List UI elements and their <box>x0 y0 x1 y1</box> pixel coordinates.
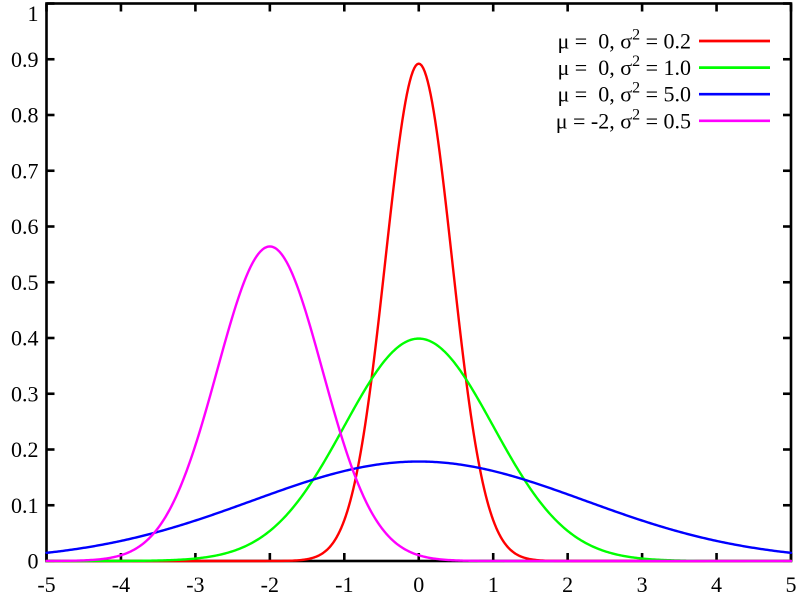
y-tick-label: 0.2 <box>11 437 39 462</box>
x-tick-label: 3 <box>637 572 648 597</box>
y-tick-label: 0.1 <box>11 493 39 518</box>
x-tick-label: 1 <box>488 572 499 597</box>
legend-label: μ = -2, σ2 = 0.5 <box>556 106 691 133</box>
y-tick-label: 0 <box>28 549 39 574</box>
x-tick-label: 2 <box>562 572 573 597</box>
curve-series-2 <box>45 460 793 555</box>
x-tick-label: -2 <box>261 572 279 597</box>
y-tick-label: 0.3 <box>11 381 39 406</box>
x-tick-label: -1 <box>335 572 353 597</box>
curve-series-0 <box>45 62 793 563</box>
x-tick-label: -3 <box>186 572 204 597</box>
x-tick-label: 0 <box>413 572 424 597</box>
y-tick-label: 0.7 <box>11 158 39 183</box>
x-tick-label: 5 <box>786 572 797 597</box>
legend-label: μ = 0, σ2 = 5.0 <box>558 80 691 107</box>
y-tick-label: 0.8 <box>11 103 39 128</box>
x-tick-label: -5 <box>37 572 55 597</box>
y-tick-label: 0.4 <box>11 326 39 351</box>
y-tick-label: 1 <box>28 1 39 26</box>
legend-label: μ = 0, σ2 = 1.0 <box>558 53 691 80</box>
x-tick-label: -4 <box>112 572 130 597</box>
y-tick-label: 0.6 <box>11 214 39 239</box>
y-tick-label: 0.5 <box>11 270 39 295</box>
x-tick-label: 4 <box>711 572 722 597</box>
y-tick-label: 0.9 <box>11 47 39 72</box>
curve-series-3 <box>45 245 793 563</box>
legend-label: μ = 0, σ2 = 0.2 <box>558 27 691 54</box>
